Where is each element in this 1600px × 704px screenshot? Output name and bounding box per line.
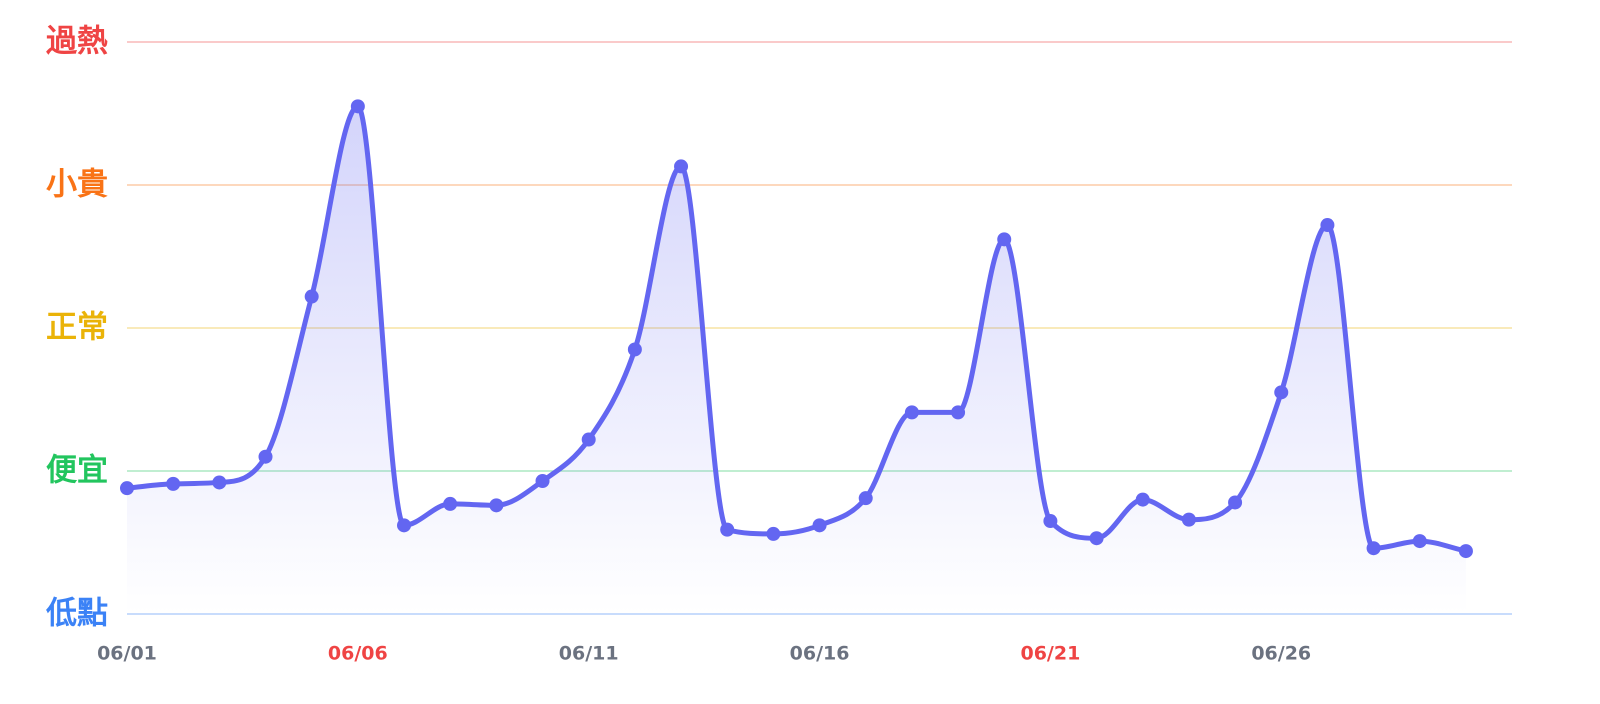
point [1366, 541, 1381, 556]
point [489, 498, 504, 513]
point [1320, 218, 1335, 233]
x-tick-label: 06/26 [1251, 643, 1311, 665]
x-tick-label: 06/06 [328, 643, 388, 665]
y-tick-label: 小貴 [46, 167, 108, 203]
y-tick-label: 正常 [46, 310, 108, 346]
y-tick-label: 低點 [45, 596, 108, 632]
point [581, 432, 596, 447]
point [674, 159, 689, 174]
point [1412, 534, 1427, 549]
x-tick-label: 06/01 [97, 643, 157, 665]
point [1458, 544, 1473, 559]
point [1228, 495, 1243, 510]
point [1043, 514, 1058, 529]
point [627, 342, 642, 357]
point [904, 405, 919, 420]
point [350, 99, 365, 114]
point [397, 518, 412, 533]
point [166, 476, 181, 491]
point [1089, 531, 1104, 546]
area [127, 106, 1466, 614]
x-tick-label: 06/11 [559, 643, 619, 665]
point [1274, 385, 1289, 400]
y-tick-label: 便宜 [46, 453, 108, 489]
point [1135, 492, 1150, 507]
point [443, 496, 458, 511]
point [258, 449, 273, 464]
point [1181, 512, 1196, 527]
y-tick-label: 過熱 [46, 24, 108, 60]
point [535, 474, 550, 489]
x-tick-label: 06/21 [1020, 643, 1080, 665]
point [997, 232, 1012, 247]
point [120, 481, 134, 496]
point [858, 491, 873, 506]
point [212, 475, 227, 490]
point [812, 518, 827, 533]
x-tick-label: 06/16 [790, 643, 850, 665]
point [720, 522, 735, 537]
point [951, 405, 966, 420]
point [304, 289, 319, 304]
point [766, 526, 781, 541]
